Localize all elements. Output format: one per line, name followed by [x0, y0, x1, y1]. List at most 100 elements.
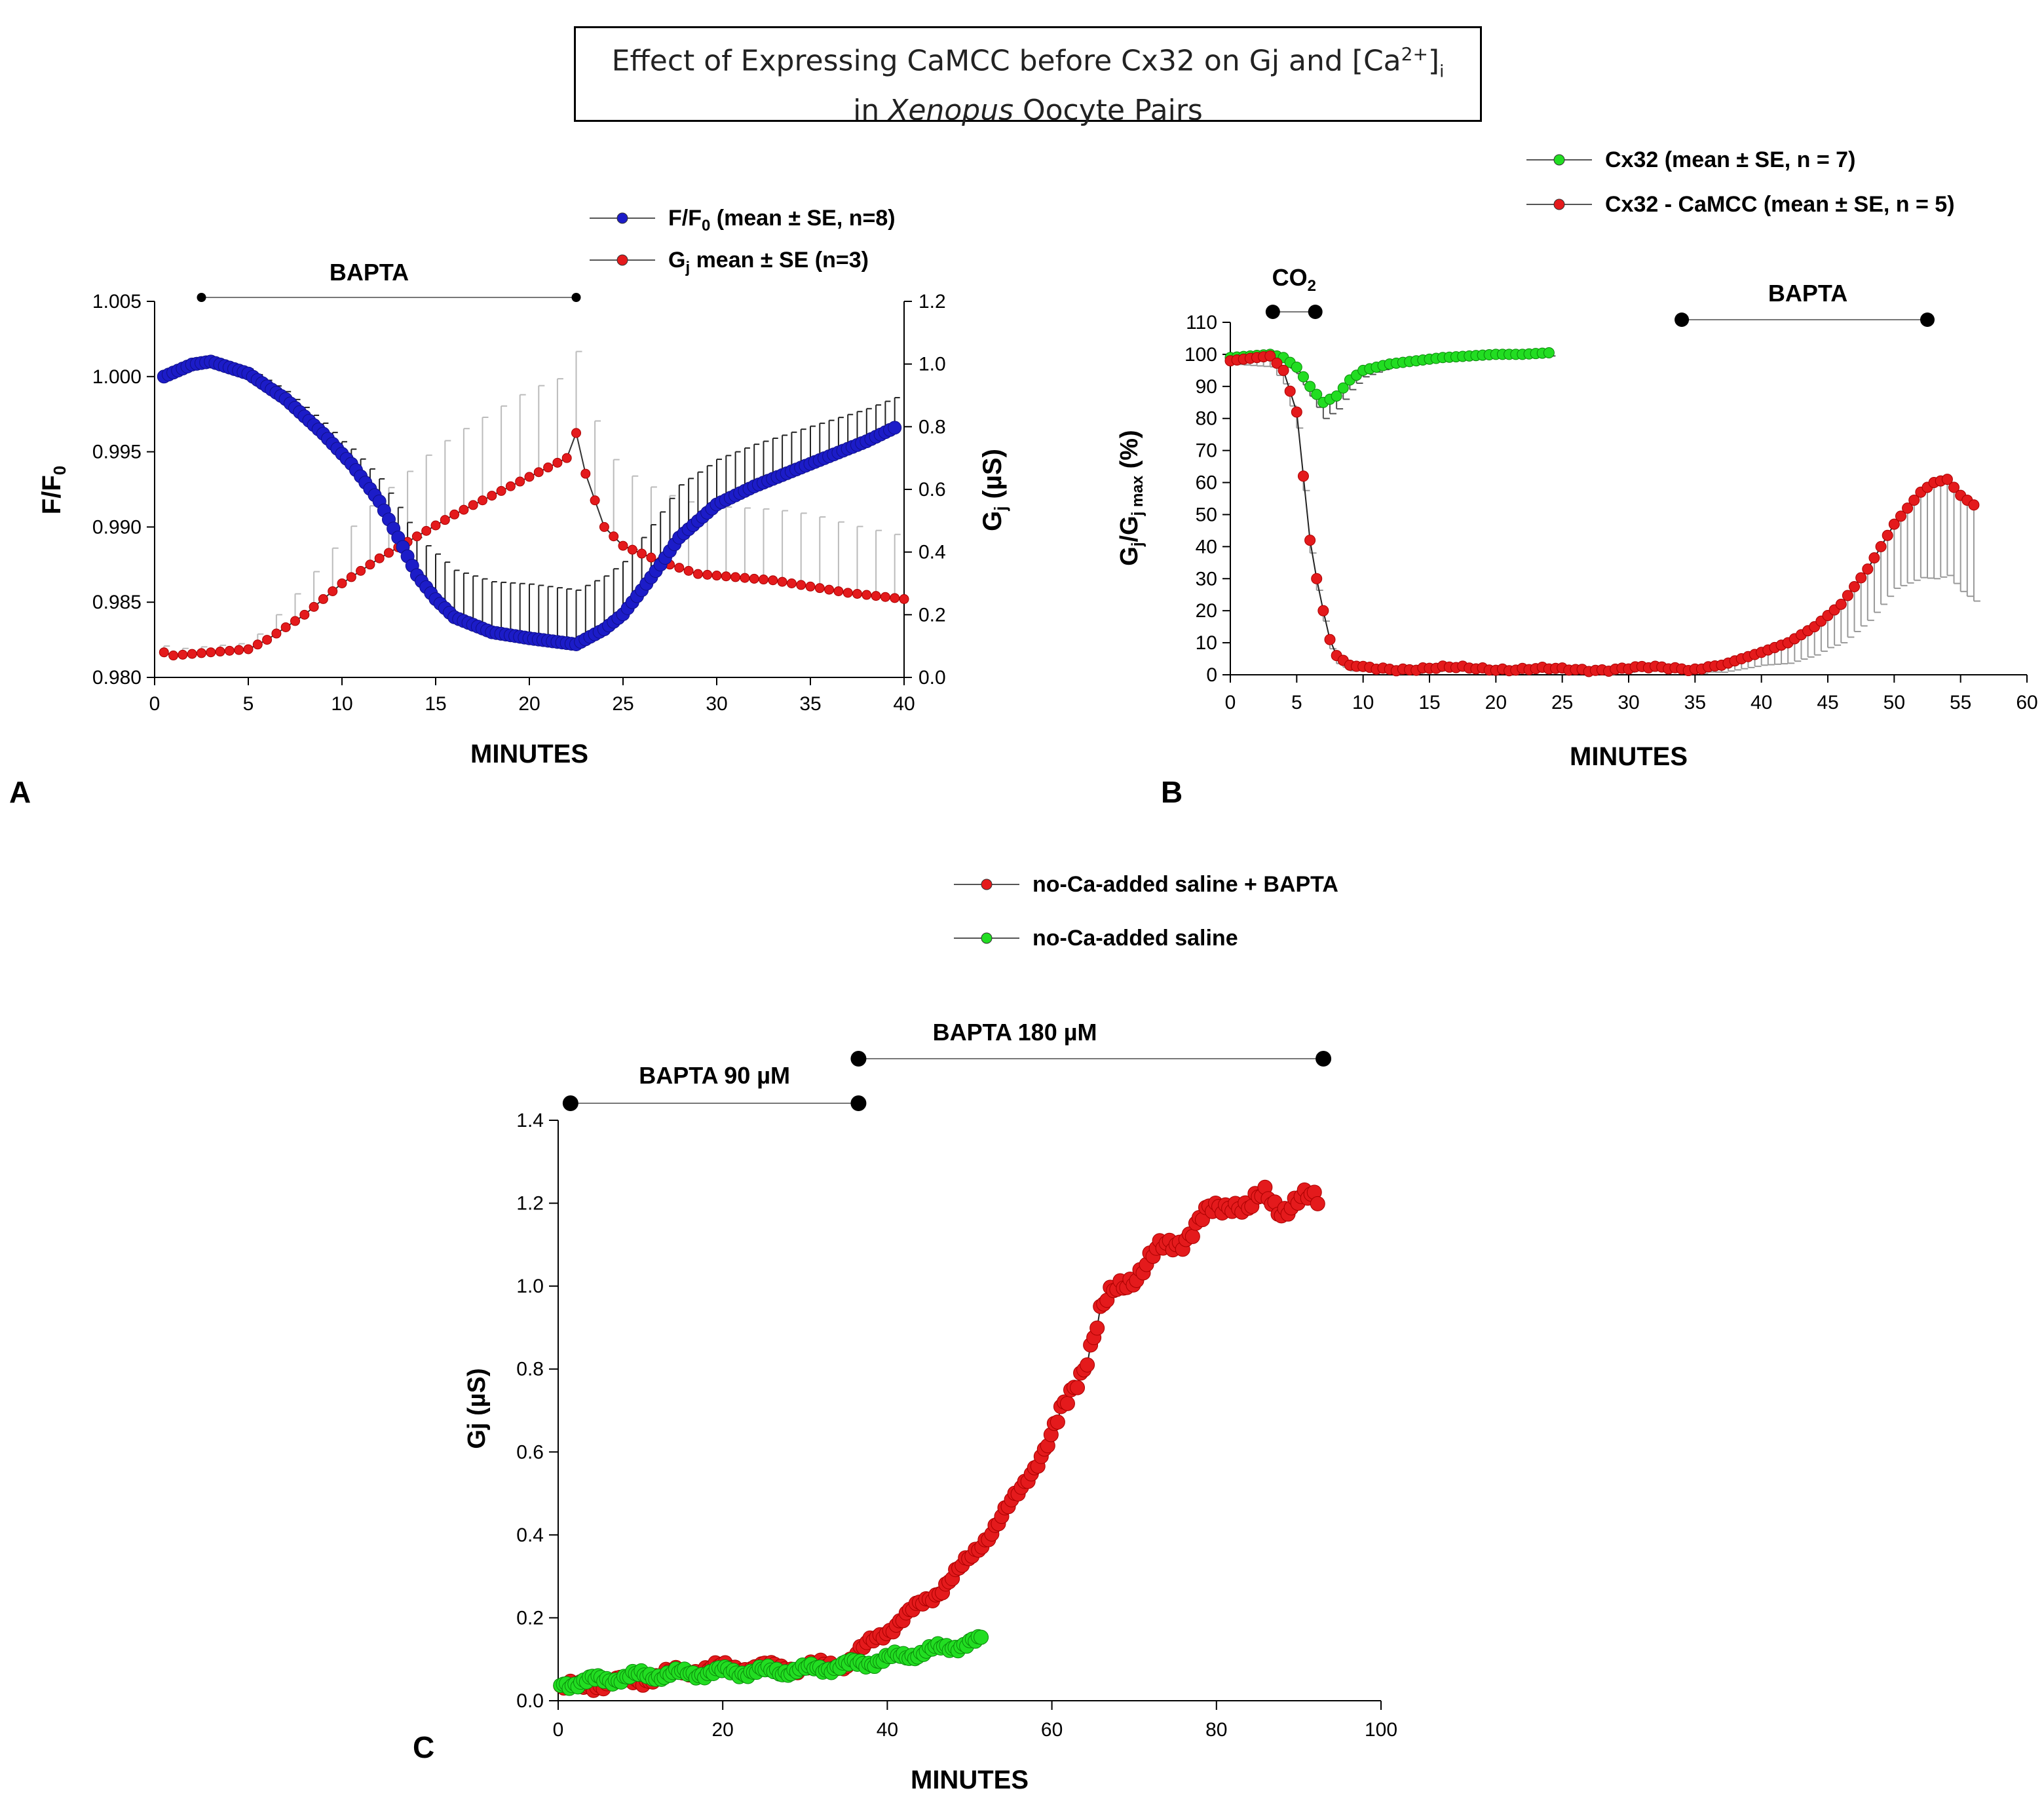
x-tick-label: 60	[2016, 692, 2037, 713]
gj-data-point	[487, 491, 497, 501]
annotation-endpoint	[1315, 1051, 1332, 1067]
bapta-data-point	[1089, 1320, 1105, 1336]
gj-data-point	[852, 588, 862, 599]
gj-data-point	[646, 552, 656, 563]
y-tick-label-left: 0.995	[92, 442, 142, 463]
gj-data-point	[262, 635, 273, 645]
y-tick-label-right: 0.2	[918, 604, 946, 626]
cx32-camcc-data-point	[1291, 406, 1302, 418]
gj-data-point	[899, 594, 909, 604]
x-tick-label: 35	[1684, 692, 1706, 713]
gj-data-point	[618, 540, 628, 551]
annotation-endpoint	[562, 1095, 578, 1111]
gj-data-point	[692, 569, 703, 579]
figure-title: Effect of Expressing CaMCC before Cx32 o…	[574, 26, 1482, 127]
y-tick-label: 50	[1196, 504, 1217, 525]
annotation-label: CO2	[1272, 264, 1316, 295]
annotation-endpoint	[850, 1095, 867, 1111]
gj-data-point	[515, 476, 525, 487]
gj-data-point	[178, 649, 188, 660]
gj-data-point	[890, 593, 900, 603]
x-tick-label: 20	[1485, 692, 1507, 713]
chart-c: 0 20 40 60 80 100 0.0 0.2 0.4 0.6 0.8 1.0 1.2 1.4 MINU…	[463, 872, 1397, 1794]
gj-data-point	[833, 586, 844, 596]
gj-data-point	[318, 594, 328, 604]
cx32-camcc-data-point	[1317, 605, 1329, 616]
annotation-endpoint	[850, 1051, 867, 1067]
x-tick-label: 30	[706, 693, 727, 715]
gj-data-point	[637, 548, 647, 559]
legend-marker	[1553, 154, 1565, 166]
cx32-data-point	[1304, 381, 1316, 392]
y-tick-label: 0.4	[516, 1524, 544, 1546]
gj-data-point	[234, 645, 244, 655]
x-tick-label: 20	[712, 1719, 734, 1741]
y-axis-label-right: Gj (µS)	[978, 449, 1010, 531]
cx32-camcc-data-point	[1882, 529, 1893, 541]
gj-data-point	[702, 569, 713, 580]
x-tick-label: 5	[243, 693, 254, 715]
x-tick-label: 45	[1817, 692, 1838, 713]
gj-data-point	[674, 563, 685, 573]
x-tick-label: 40	[877, 1719, 898, 1741]
bapta-data-point	[1310, 1196, 1325, 1211]
y-tick-label: 80	[1196, 408, 1217, 430]
gj-data-point	[711, 571, 722, 581]
gj-data-point	[309, 601, 319, 612]
gj-data-point	[197, 648, 206, 658]
y-tick-label: 1.0	[516, 1276, 544, 1297]
gj-data-point	[252, 639, 263, 650]
legend-marker	[616, 212, 628, 224]
x-tick-label: 5	[1291, 692, 1302, 713]
bapta-data-point	[1184, 1228, 1200, 1244]
legend-entry: Cx32 - CaMCC (mean ± SE, n = 5)	[1605, 192, 1955, 217]
gj-data-point	[861, 590, 872, 600]
annotation-label: BAPTA 180 µM	[933, 1019, 1097, 1046]
x-tick-label: 60	[1041, 1719, 1063, 1741]
annotation-endpoint	[1308, 305, 1323, 319]
x-tick-label: 15	[1418, 692, 1440, 713]
cx32-camcc-data-point	[1835, 598, 1847, 610]
y-axis-label-left: F/F0	[37, 466, 69, 514]
gj-data-point	[730, 572, 741, 582]
bapta-data-point	[1070, 1380, 1086, 1395]
annotation-label: BAPTA 90 µM	[639, 1062, 790, 1089]
gj-data-point	[683, 565, 694, 576]
panel-label-b: B	[1161, 775, 1183, 809]
cx32-camcc-data-point	[1324, 634, 1336, 645]
x-tick-label: 55	[1950, 692, 1971, 713]
gj-data-point	[337, 578, 347, 588]
saline-data-point	[974, 1629, 989, 1645]
gj-data-point	[524, 472, 535, 482]
legend-marker	[981, 932, 993, 944]
cx32-camcc-data-point	[1948, 482, 1960, 493]
gj-data-point	[533, 467, 544, 478]
legend-marker	[616, 254, 628, 266]
y-tick-label-left: 0.990	[92, 516, 142, 538]
y-tick-label-right: 1.2	[918, 291, 946, 312]
x-tick-label: 20	[518, 693, 540, 715]
y-tick-label-right: 1.0	[918, 354, 946, 375]
y-tick-label: 0.8	[516, 1359, 544, 1380]
x-axis-label: MINUTES	[470, 740, 588, 768]
gj-data-point	[777, 577, 787, 587]
gj-data-point	[824, 584, 835, 595]
legend-entry: no-Ca-added saline + BAPTA	[1032, 872, 1338, 897]
gj-data-point	[552, 457, 563, 468]
annotation-label: BAPTA	[330, 259, 409, 286]
x-tick-label: 40	[893, 693, 915, 715]
cx32-camcc-data-point	[1842, 590, 1853, 601]
x-tick-label: 100	[1365, 1719, 1397, 1741]
cx32-camcc-data-point	[1862, 563, 1874, 575]
bapta-data-point	[1050, 1414, 1065, 1430]
annotation-endpoint	[1920, 312, 1935, 327]
cx32-camcc-data-point	[1908, 494, 1920, 506]
annotation-endpoint	[571, 293, 581, 302]
legend-entry: no-Ca-added saline	[1032, 926, 1238, 951]
y-tick-label: 30	[1196, 568, 1217, 590]
gj-data-point	[280, 622, 291, 632]
y-tick-label: 70	[1196, 440, 1217, 462]
y-tick-label: 100	[1184, 344, 1217, 366]
y-tick-label: 110	[1186, 312, 1217, 333]
annotation-label: BAPTA	[1768, 280, 1847, 307]
